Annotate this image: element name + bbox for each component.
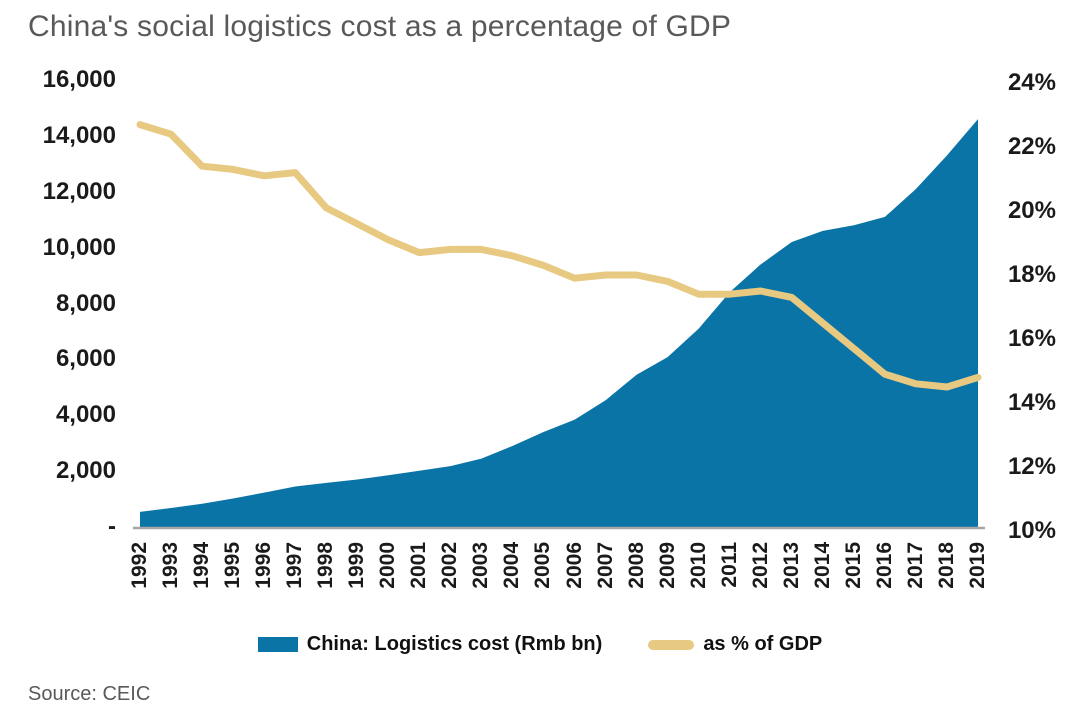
left-axis-tick-label: 6,000 xyxy=(55,345,116,373)
legend-label-logistics-cost: China: Logistics cost (Rmb bn) xyxy=(306,633,603,655)
right-axis-tick-label: 12% xyxy=(1007,453,1056,480)
right-axis-tick-label: 20% xyxy=(1007,197,1056,224)
left-axis-tick-label: 14,000 xyxy=(42,121,116,149)
pct-gdp-line xyxy=(136,121,982,391)
right-axis-tick-label: 10% xyxy=(1007,517,1056,544)
x-axis-year-label: 2014 xyxy=(810,542,834,589)
legend: China: Logistics cost (Rmb bn) as % of G… xyxy=(0,633,1080,656)
x-axis-year-label: 2008 xyxy=(624,542,648,589)
x-axis-year-label: 1995 xyxy=(221,542,245,589)
x-axis-year-label: 2015 xyxy=(841,542,865,589)
right-axis-tick-label: 16% xyxy=(1007,325,1056,352)
left-axis-tick-label: - xyxy=(108,513,116,540)
x-axis-year-label: 1994 xyxy=(190,542,214,589)
legend-item-pct-gdp: as % of GDP xyxy=(648,633,822,656)
x-axis-year-label: 2005 xyxy=(531,542,555,589)
left-axis-tick-label: 4,000 xyxy=(55,401,116,429)
right-axis-tick-label: 14% xyxy=(1007,389,1056,416)
x-axis-year-label: 2018 xyxy=(934,542,958,589)
x-axis-year-label: 2011 xyxy=(717,542,741,588)
left-axis-tick-label: 12,000 xyxy=(42,177,116,205)
x-axis-year-label: 2001 xyxy=(407,542,431,589)
x-axis-year-label: 2009 xyxy=(655,542,679,589)
left-axis-tick-label: 10,000 xyxy=(42,233,116,261)
left-axis-tick-label: 16,000 xyxy=(42,66,116,93)
x-axis-year-label: 2003 xyxy=(469,542,493,589)
x-axis-year-label: 2007 xyxy=(593,542,617,589)
x-axis-year-label: 2017 xyxy=(903,542,927,589)
x-axis-year-label: 2006 xyxy=(562,542,586,589)
right-axis-tick-label: 24% xyxy=(1007,69,1056,96)
logistics-cost-area xyxy=(140,119,978,527)
x-axis-year-label: 1993 xyxy=(159,542,183,589)
x-axis-year-label: 1997 xyxy=(283,542,307,589)
x-axis-year-label: 1996 xyxy=(252,542,276,589)
x-axis-year-label: 1992 xyxy=(128,542,151,589)
x-axis-year-label: 2012 xyxy=(748,542,772,589)
left-axis-tick-label: 8,000 xyxy=(55,289,116,317)
x-axis-year-label: 1999 xyxy=(345,542,369,589)
right-axis-tick-label: 22% xyxy=(1007,133,1056,160)
x-axis-year-label: 1998 xyxy=(314,542,338,589)
legend-item-logistics-cost: China: Logistics cost (Rmb bn) xyxy=(257,633,603,656)
x-axis-year-label: 2013 xyxy=(779,542,803,589)
x-axis-year-label: 2002 xyxy=(438,542,462,589)
x-axis-year-label: 2019 xyxy=(966,542,989,589)
chart-title: China's social logistics cost as a perce… xyxy=(28,10,732,43)
right-axis-tick-label: 18% xyxy=(1007,261,1056,288)
x-axis-year-label: 2016 xyxy=(872,542,896,589)
line-series-swatch-icon xyxy=(648,639,695,650)
left-axis-tick-label: 2,000 xyxy=(55,457,116,485)
x-axis-year-label: 2000 xyxy=(376,542,400,589)
x-axis-year-label: 2004 xyxy=(500,542,524,589)
x-axis-year-label: 2010 xyxy=(686,542,710,589)
legend-label-pct-gdp: as % of GDP xyxy=(703,633,823,655)
source-note: Source: CEIC xyxy=(28,683,151,705)
area-series-swatch-icon xyxy=(257,637,298,652)
